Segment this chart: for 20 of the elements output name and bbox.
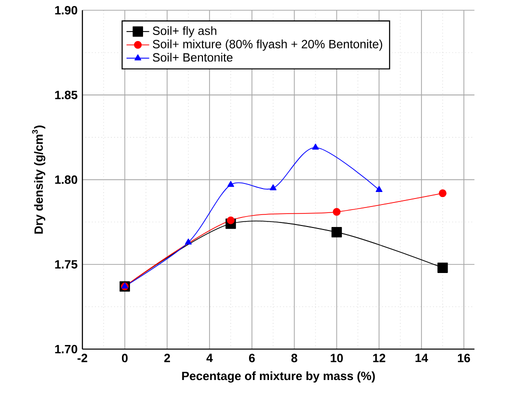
y-tick-label: 1.85 <box>55 90 78 100</box>
x-tick-label: 12 <box>373 354 386 362</box>
y-tick-label: 1.70 <box>55 344 78 354</box>
x-tick-label: 14 <box>416 354 428 362</box>
legend-label: Soil+ mixture (80% flyash + 20% Bentonite) <box>152 40 382 51</box>
x-tick-label: 16 <box>458 354 470 362</box>
x-tick-label: 2 <box>164 354 170 362</box>
legend-label: Soil+ fly ash <box>152 26 216 38</box>
y-tick-label: 1.75 <box>55 260 78 269</box>
x-tick-label: 0 <box>122 354 128 362</box>
x-tick-label: 6 <box>249 354 255 362</box>
x-tick-label: 10 <box>330 354 343 362</box>
y-axis-title: Dry density (g/cm$^{3}$) <box>32 126 46 234</box>
x-tick-label: 8 <box>291 354 298 362</box>
legend-label: Soil+ Bentonite <box>152 52 233 62</box>
x-axis-title: Pecentage of mixture by mass (%) <box>182 371 375 383</box>
x-tick-label: -2 <box>78 354 88 362</box>
y-tick-label: 1.80 <box>55 175 78 184</box>
y-tick-label: 1.90 <box>55 6 78 14</box>
x-tick-label: 4 <box>206 354 213 362</box>
